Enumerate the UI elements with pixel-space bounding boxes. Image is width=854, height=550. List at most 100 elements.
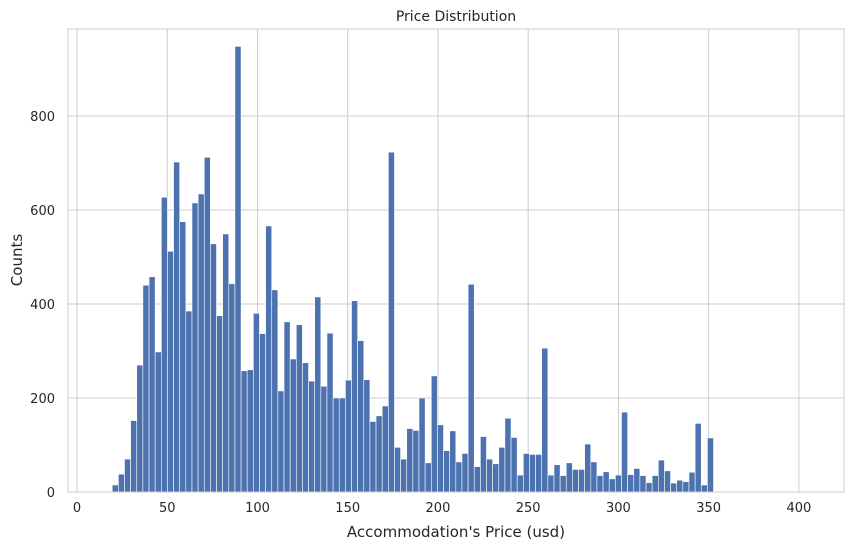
histogram-bar bbox=[590, 461, 598, 493]
y-tick-labels: 0 200 400 600 800 bbox=[30, 110, 55, 501]
chart-title: Price Distribution bbox=[396, 9, 516, 25]
histogram-bar bbox=[541, 347, 549, 493]
histogram-bar bbox=[621, 411, 628, 493]
histogram-bar bbox=[345, 379, 352, 493]
histogram-bar bbox=[185, 310, 193, 493]
histogram-bar bbox=[670, 482, 678, 493]
histogram-bar bbox=[565, 462, 573, 493]
histogram-bar bbox=[136, 364, 144, 493]
histogram-bar bbox=[222, 233, 230, 493]
histogram-bar bbox=[203, 157, 211, 493]
histogram-bar bbox=[308, 380, 315, 493]
x-tick-label: 150 bbox=[335, 501, 360, 516]
histogram-bar bbox=[302, 362, 309, 493]
histogram-bar bbox=[289, 358, 297, 493]
histogram-bar bbox=[394, 447, 401, 493]
y-tick-label: 200 bbox=[30, 392, 55, 407]
histogram-bar bbox=[486, 458, 493, 493]
histogram-bar bbox=[154, 351, 162, 493]
x-tick-label: 400 bbox=[786, 501, 811, 516]
histogram-bar bbox=[400, 458, 408, 493]
histogram-bar bbox=[553, 464, 561, 493]
histogram-bar bbox=[664, 470, 671, 493]
histogram-bar bbox=[424, 462, 432, 493]
histogram-bar bbox=[412, 430, 420, 493]
histogram-bar bbox=[578, 469, 585, 493]
x-tick-label: 100 bbox=[245, 501, 270, 516]
histogram-bar bbox=[277, 390, 285, 493]
histogram-bar bbox=[295, 324, 303, 493]
histogram-bar bbox=[639, 475, 647, 493]
histogram-bar bbox=[700, 484, 708, 493]
histogram-bar bbox=[210, 243, 217, 493]
histogram-bar bbox=[449, 430, 457, 493]
histogram-bar bbox=[332, 397, 340, 493]
histogram-bar bbox=[265, 225, 273, 493]
y-tick-label: 400 bbox=[30, 298, 55, 313]
histogram-bar bbox=[596, 475, 604, 493]
histogram-bar bbox=[418, 397, 426, 493]
histogram-bar bbox=[473, 466, 481, 493]
y-tick-label: 600 bbox=[30, 204, 55, 219]
histogram-bar bbox=[338, 397, 346, 493]
histogram-bar bbox=[240, 370, 248, 493]
plot-frame bbox=[67, 28, 845, 493]
histogram-bar bbox=[510, 437, 518, 493]
y-tick-label: 0 bbox=[47, 486, 55, 501]
histogram-bar bbox=[388, 151, 395, 493]
histogram-bar bbox=[216, 315, 223, 493]
histogram-bar bbox=[694, 423, 702, 493]
histogram-bar bbox=[375, 415, 383, 493]
x-tick-label: 50 bbox=[159, 501, 176, 516]
histogram-bar bbox=[682, 481, 690, 493]
y-axis-label: Counts bbox=[8, 234, 26, 287]
histogram-bar bbox=[645, 482, 653, 493]
histogram-bar bbox=[161, 196, 168, 493]
y-tick-label: 800 bbox=[30, 110, 55, 125]
histogram-bar bbox=[707, 437, 714, 493]
histogram-bar bbox=[283, 321, 291, 493]
x-tick-labels: 0 50 100 150 200 250 300 350 400 bbox=[73, 501, 811, 516]
histogram-bar bbox=[572, 469, 579, 493]
histogram-bar bbox=[118, 473, 125, 493]
x-tick-label: 200 bbox=[426, 501, 451, 516]
x-tick-label: 300 bbox=[606, 501, 631, 516]
histogram-bar bbox=[357, 340, 365, 493]
histogram-bar bbox=[676, 479, 684, 493]
histogram-bar bbox=[627, 474, 635, 493]
histogram-bar bbox=[179, 221, 187, 493]
histogram-bar bbox=[314, 296, 322, 493]
histogram-bar bbox=[271, 289, 279, 493]
histogram-bar bbox=[191, 202, 199, 493]
histogram-bar bbox=[173, 161, 181, 493]
histogram-bar bbox=[406, 428, 414, 493]
histogram-bar bbox=[529, 454, 536, 493]
histogram-bar bbox=[547, 474, 555, 493]
histogram-bar bbox=[430, 375, 438, 493]
x-tick-label: 0 bbox=[73, 501, 81, 516]
histogram-bar bbox=[584, 443, 592, 493]
x-axis-label: Accommodation's Price (usd) bbox=[347, 523, 565, 541]
histogram-bar bbox=[443, 450, 450, 493]
histogram-bar bbox=[130, 420, 138, 493]
histogram-bar bbox=[615, 474, 622, 493]
histogram-bar bbox=[523, 453, 530, 493]
histogram-bar bbox=[602, 471, 610, 493]
histogram-bar bbox=[559, 475, 567, 493]
bar-group bbox=[111, 46, 714, 493]
histogram-bar bbox=[651, 475, 659, 493]
histogram-bar bbox=[197, 193, 205, 493]
histogram-bar bbox=[326, 332, 334, 493]
histogram-bar bbox=[492, 463, 500, 493]
histogram-bar bbox=[504, 417, 512, 493]
histogram-bar bbox=[498, 447, 506, 493]
histogram-bar bbox=[246, 369, 254, 493]
histogram-bar bbox=[437, 424, 444, 493]
histogram-bar bbox=[259, 333, 266, 493]
histogram-bar bbox=[461, 453, 469, 493]
histogram-bar bbox=[658, 459, 665, 493]
histogram-bar bbox=[148, 276, 156, 493]
histogram-bar bbox=[516, 474, 524, 493]
histogram-bar bbox=[351, 300, 358, 493]
histogram-bar bbox=[467, 283, 475, 493]
